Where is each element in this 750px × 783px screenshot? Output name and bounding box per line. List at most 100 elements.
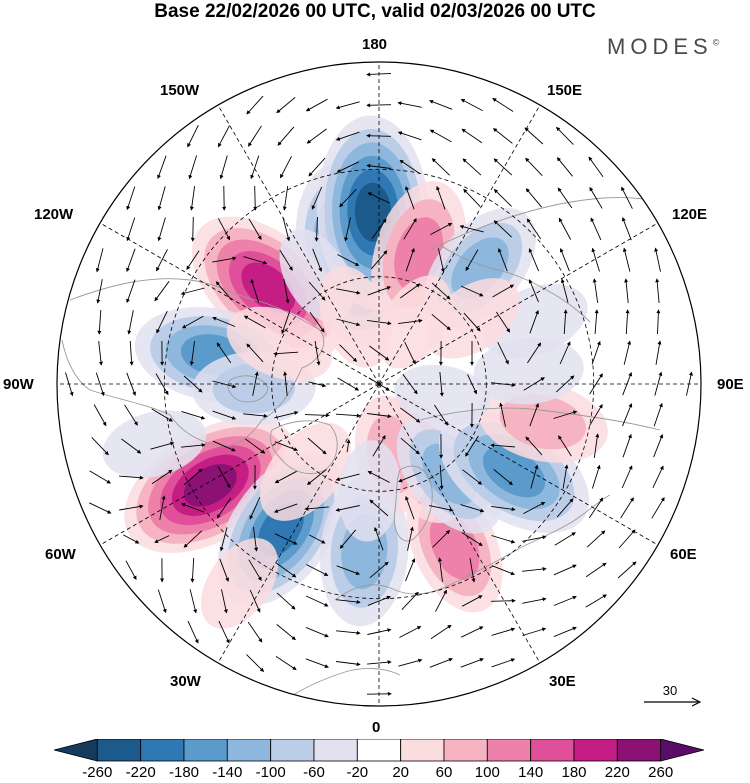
colorbar-swatch [443,739,488,762]
wind-vector [653,434,664,458]
wind-vector [685,371,693,396]
wind-vector [274,441,298,452]
meridian-line [378,383,541,664]
reference-vector: 30 [640,683,708,713]
wind-vector [126,186,136,211]
wind-vector [461,532,483,546]
wind-vector [308,381,327,388]
lon-label-120e: 120E [672,206,708,223]
colorbar-swatch [140,739,185,762]
wind-vector [439,371,444,397]
wind-vector [493,158,513,176]
wind-vector [126,248,136,273]
wind-vector [462,158,482,176]
wind-vector [655,278,660,304]
wind-vector [407,526,414,551]
wind-vector [617,561,637,579]
wind-vector [591,247,600,272]
lon-label-0: 0 [372,719,381,736]
wind-vector [398,658,423,667]
colorbar-swatch [96,739,141,762]
lon-label-30e: 30E [549,673,576,690]
wind-vector [555,375,575,393]
wind-vector [405,558,416,582]
anomaly-center [226,306,333,381]
lon-label-90e: 90E [717,376,744,393]
wind-vector [402,374,418,395]
wind-vector [339,188,357,208]
wind-vector [368,377,390,391]
lon-label-60w: 60W [45,546,76,563]
wind-vector [563,309,568,335]
wind-vector [620,497,634,519]
wind-vector [217,466,231,489]
wind-vector [491,565,515,576]
wind-vector [655,340,662,365]
wind-vector [279,249,293,271]
wind-vector [435,589,447,612]
wind-vector [314,216,319,242]
wind-vector [155,373,169,396]
wind-vector [125,560,137,581]
wind-vector [282,186,289,211]
wind-vector [497,248,508,272]
wind-vector [281,310,291,335]
wind-vector [245,438,266,454]
wind-vector [557,187,573,209]
wind-vector [248,559,262,581]
wind-vector [437,557,443,582]
wind-vector [186,250,200,270]
wind-vector [371,218,387,240]
wind-vector [305,626,329,638]
wind-vector [399,626,422,638]
wind-vector [522,627,547,636]
wind-vector [219,155,228,180]
wind-vector [151,408,173,422]
wind-vector [212,256,237,263]
wind-vector [219,558,229,582]
wind-vector [656,309,661,335]
wind-vector [622,247,631,272]
meridian-line [378,104,541,385]
colorbar-swatch [356,739,401,762]
wind-vector [253,185,258,211]
wind-vector [527,342,542,364]
wind-vector [308,157,326,177]
colorbar-tick-label: -60 [303,764,325,781]
wind-vector [335,101,360,110]
wind-vector [249,496,261,520]
wind-vector [157,589,167,614]
wind-vector [461,128,483,144]
wind-vector [366,133,392,138]
wind-vector [156,249,168,272]
wind-vector [276,97,296,114]
meridian-line [99,222,380,385]
wind-vector [528,279,539,303]
wind-vector [181,443,206,448]
anomaly-center [260,422,351,521]
wind-vector [65,372,74,397]
wind-vector [400,407,421,423]
wind-vector [491,658,516,668]
meridian-line [217,104,380,385]
reference-vector-value: 30 [662,683,678,698]
wind-vector [187,620,199,644]
wind-vector [653,402,663,427]
wind-vector [372,435,386,457]
wind-vector [399,159,421,175]
wind-vector [118,475,144,480]
wind-vector [553,626,577,638]
wind-vector [591,464,601,489]
wind-vector [625,309,630,335]
wind-vector [308,281,326,301]
wind-vector [622,372,633,396]
wind-vector [374,526,384,551]
coastline-hudson-bay [227,375,269,403]
wind-vector [156,311,168,334]
wind-vector [247,621,263,643]
wind-vector [248,125,262,147]
wind-vector [397,131,422,141]
wind-vector [218,218,230,241]
wind-vector [529,403,539,427]
coastline-africa [284,668,401,701]
